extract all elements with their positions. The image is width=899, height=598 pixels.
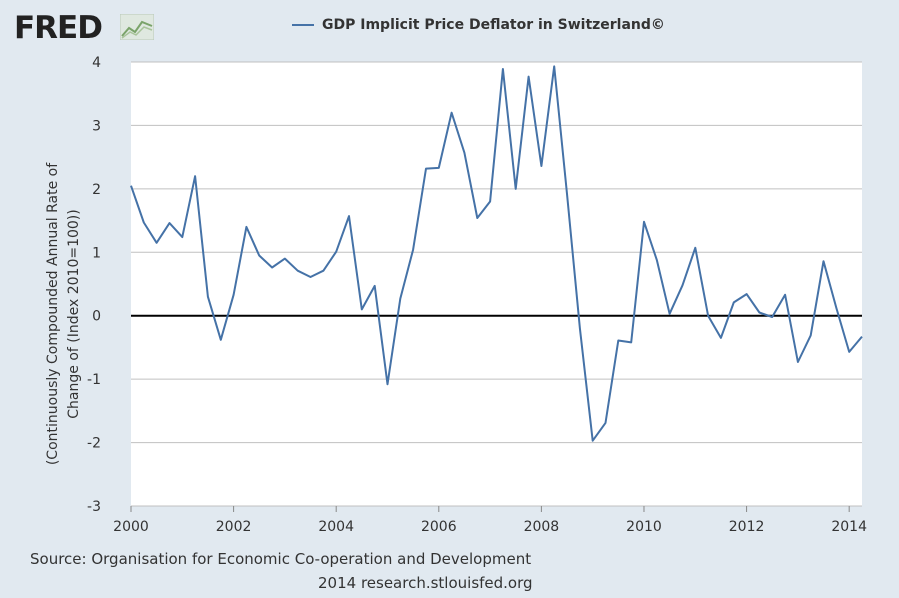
y-tick-label: -3 <box>87 499 101 515</box>
copyright-note: 2014 research.stlouisfed.org <box>318 574 533 592</box>
y-tick-label: 0 <box>92 309 101 325</box>
source-note: Source: Organisation for Economic Co-ope… <box>30 550 532 568</box>
chart-legend[interactable]: GDP Implicit Price Deflator in Switzerla… <box>292 17 665 33</box>
x-tick-label: 2000 <box>113 519 149 535</box>
x-tick-label: 2014 <box>831 519 867 535</box>
x-tick-label: 2010 <box>626 519 662 535</box>
x-tick-label: 2012 <box>729 519 765 535</box>
series-layer <box>130 65 863 442</box>
y-axis-label-line-2: Change of (Index 2010=100)) <box>66 209 82 418</box>
x-tick-label: 2006 <box>421 519 457 535</box>
legend-label: GDP Implicit Price Deflator in Switzerla… <box>322 17 665 33</box>
series-line-0 <box>130 65 863 442</box>
y-tick-label: -1 <box>87 372 101 388</box>
x-tick-label: 2008 <box>524 519 560 535</box>
x-tick-label: 2004 <box>318 519 354 535</box>
y-axis-ticks: -3 -2 -1 0 1 2 3 4 <box>87 55 101 515</box>
y-tick-label: -2 <box>87 436 101 452</box>
y-tick-label: 1 <box>92 245 101 261</box>
fred-chart-icon <box>120 14 154 40</box>
fred-logo[interactable]: FRED <box>14 10 103 46</box>
y-axis-label-line-1: (Continuously Compounded Annual Rate of <box>45 162 61 465</box>
y-tick-label: 2 <box>92 182 101 198</box>
x-tick-label: 2002 <box>216 519 252 535</box>
y-tick-label: 3 <box>92 118 101 134</box>
legend-swatch <box>292 24 314 26</box>
y-tick-label: 4 <box>92 55 101 71</box>
x-axis-ticks: 2000 2002 2004 2006 2008 2010 2012 2014 <box>113 506 867 535</box>
